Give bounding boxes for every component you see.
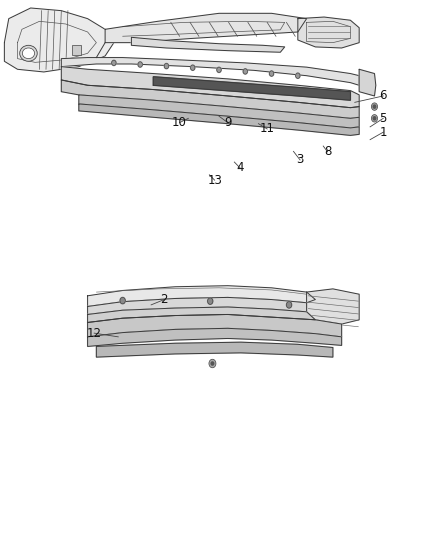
- Polygon shape: [61, 67, 359, 108]
- Text: 11: 11: [260, 123, 275, 135]
- Polygon shape: [88, 297, 307, 314]
- Polygon shape: [359, 69, 376, 96]
- Polygon shape: [105, 13, 307, 43]
- Polygon shape: [298, 17, 359, 48]
- Circle shape: [371, 103, 378, 110]
- Text: 13: 13: [207, 174, 222, 187]
- Bar: [72, 45, 81, 55]
- Circle shape: [209, 359, 216, 368]
- Circle shape: [373, 105, 376, 108]
- Polygon shape: [79, 104, 359, 135]
- Circle shape: [120, 297, 125, 304]
- Circle shape: [371, 115, 378, 122]
- Text: 12: 12: [87, 327, 102, 340]
- Polygon shape: [61, 58, 359, 85]
- Circle shape: [296, 73, 300, 78]
- Circle shape: [286, 302, 292, 308]
- Text: 4: 4: [236, 161, 244, 174]
- Polygon shape: [4, 8, 114, 72]
- Text: 3: 3: [297, 154, 304, 166]
- Polygon shape: [88, 314, 342, 337]
- Circle shape: [164, 63, 169, 69]
- Polygon shape: [88, 307, 315, 322]
- Polygon shape: [96, 342, 333, 357]
- Circle shape: [211, 362, 214, 365]
- Text: 6: 6: [379, 90, 387, 102]
- Text: 2: 2: [160, 293, 168, 306]
- Circle shape: [112, 60, 116, 66]
- Polygon shape: [88, 328, 342, 346]
- Text: 5: 5: [380, 112, 387, 125]
- Circle shape: [373, 117, 376, 120]
- Text: 9: 9: [224, 116, 232, 129]
- Circle shape: [269, 71, 274, 76]
- Text: 8: 8: [324, 146, 331, 158]
- Polygon shape: [131, 37, 285, 52]
- Polygon shape: [79, 95, 359, 128]
- Circle shape: [217, 67, 221, 72]
- Circle shape: [208, 298, 213, 304]
- Ellipse shape: [20, 45, 37, 61]
- Text: 1: 1: [379, 126, 387, 139]
- Polygon shape: [88, 286, 315, 306]
- Polygon shape: [153, 77, 350, 100]
- Circle shape: [138, 62, 142, 67]
- Circle shape: [191, 65, 195, 70]
- Circle shape: [243, 69, 247, 74]
- Polygon shape: [307, 289, 359, 324]
- Text: 10: 10: [172, 116, 187, 129]
- Polygon shape: [61, 80, 359, 118]
- Ellipse shape: [22, 48, 35, 59]
